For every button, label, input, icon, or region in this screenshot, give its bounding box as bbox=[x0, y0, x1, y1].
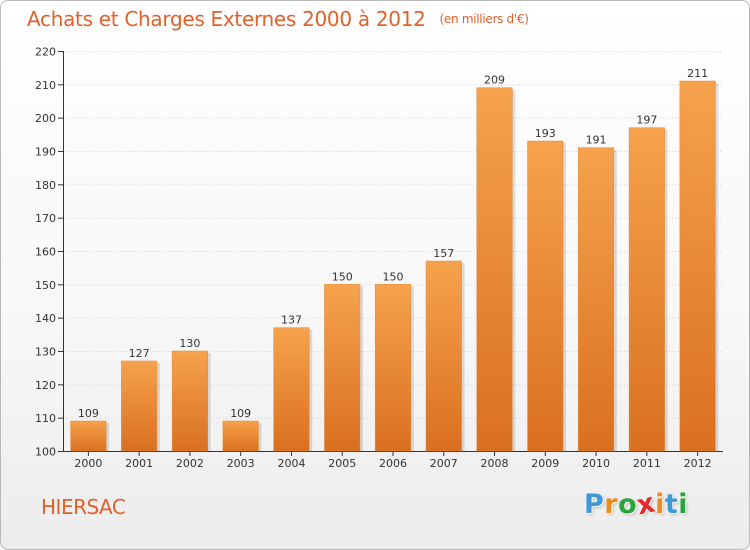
bars bbox=[70, 80, 719, 452]
logo-letter: P bbox=[584, 489, 605, 520]
x-tick-label: 2010 bbox=[582, 457, 610, 470]
chart-title: Achats et Charges Externes 2000 à 2012 (e… bbox=[27, 7, 529, 31]
bar-2002 bbox=[171, 350, 208, 452]
y-tick-label: 170 bbox=[35, 212, 56, 225]
y-tick-label: 130 bbox=[35, 346, 56, 359]
x-tick-label: 2005 bbox=[328, 457, 356, 470]
x-tick-label: 2004 bbox=[277, 457, 305, 470]
data-label: 109 bbox=[78, 407, 99, 420]
bar-2000 bbox=[70, 420, 107, 452]
data-label: 127 bbox=[129, 347, 150, 360]
x-tick-label: 2009 bbox=[531, 457, 559, 470]
bar-2007 bbox=[425, 260, 462, 452]
chart-title-text: Achats et Charges Externes 2000 à 2012 bbox=[27, 7, 426, 31]
data-label: 157 bbox=[433, 247, 454, 260]
y-tick-label: 220 bbox=[35, 46, 56, 59]
y-tick-label: 150 bbox=[35, 279, 56, 292]
data-label: 197 bbox=[636, 114, 657, 127]
bar-2011 bbox=[628, 127, 665, 452]
data-label: 193 bbox=[535, 127, 556, 140]
labels: 100 110 120 130 140 150 160 170 180 190 200 210 220 2… bbox=[35, 46, 712, 471]
logo-letter: i bbox=[655, 489, 665, 520]
commune-name: HIERSAC bbox=[41, 495, 126, 519]
x-tick-label: 2007 bbox=[430, 457, 458, 470]
bar-2005 bbox=[324, 284, 361, 452]
data-label: 137 bbox=[281, 314, 302, 327]
data-label: 109 bbox=[230, 407, 251, 420]
data-label: 130 bbox=[179, 337, 200, 350]
bar-2004 bbox=[273, 327, 310, 452]
logo-letter: o bbox=[618, 489, 638, 520]
x-tick-label: 2003 bbox=[227, 457, 255, 470]
chart-subtitle: (en milliers d'€) bbox=[439, 12, 529, 26]
x-tick-label: 2002 bbox=[176, 457, 204, 470]
logo-letter: r bbox=[604, 489, 619, 520]
bar-2009 bbox=[527, 140, 564, 452]
bar-2001 bbox=[121, 360, 158, 452]
axes bbox=[58, 51, 723, 456]
data-label: 191 bbox=[586, 134, 607, 147]
data-label: 209 bbox=[484, 74, 505, 87]
y-tick-label: 160 bbox=[35, 246, 56, 259]
proxiti-logo: Proxiti bbox=[584, 487, 689, 521]
bar-2006 bbox=[374, 284, 412, 452]
y-tick-label: 210 bbox=[35, 79, 56, 92]
data-label: 211 bbox=[687, 67, 708, 80]
logo-letter: t bbox=[664, 489, 679, 520]
x-tick-label: 2008 bbox=[481, 457, 509, 470]
y-tick-label: 140 bbox=[35, 312, 56, 325]
bar-2012 bbox=[679, 80, 716, 452]
y-tick-label: 200 bbox=[35, 112, 56, 125]
data-label: 150 bbox=[383, 270, 404, 283]
y-tick-label: 120 bbox=[35, 379, 56, 392]
y-tick-label: 190 bbox=[35, 146, 56, 159]
bar-2008 bbox=[476, 87, 513, 452]
x-tick-label: 2006 bbox=[379, 457, 407, 470]
y-tick-label: 180 bbox=[35, 179, 56, 192]
logo-letter: i bbox=[678, 489, 689, 520]
bar-2003 bbox=[222, 420, 259, 452]
y-tick-label: 110 bbox=[35, 412, 56, 425]
x-tick-label: 2000 bbox=[74, 457, 102, 470]
y-tick-label: 100 bbox=[35, 446, 56, 459]
x-tick-label: 2012 bbox=[684, 457, 712, 470]
x-tick-label: 2011 bbox=[633, 457, 661, 470]
bar-2010 bbox=[578, 147, 615, 452]
data-label: 150 bbox=[332, 270, 353, 283]
x-tick-label: 2001 bbox=[125, 457, 153, 470]
